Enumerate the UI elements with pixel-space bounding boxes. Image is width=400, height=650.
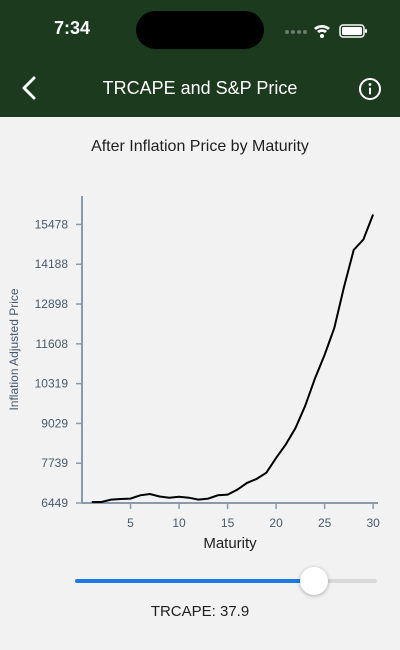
series-line [91, 214, 375, 503]
battery-icon [339, 24, 367, 38]
cellular-signal-icon [285, 30, 307, 34]
x-tick-label: 5 [127, 516, 134, 530]
y-axis-label: Inflation Adjusted Price [7, 288, 21, 410]
x-tick-label: 10 [172, 516, 186, 530]
x-axis-ticks: 5 10 15 20 25 30 [127, 503, 380, 530]
y-axis-ticks: 6449 7739 9029 10319 11608 12898 14188 15478 [35, 217, 82, 510]
chart-title: After Inflation Price by Maturity [91, 138, 309, 155]
wifi-icon [314, 24, 330, 38]
x-tick-label: 25 [318, 516, 332, 530]
page-title: TRCAPE and S&P Price [102, 78, 298, 98]
back-button[interactable] [18, 74, 42, 102]
info-button[interactable] [358, 77, 382, 101]
status-icons [284, 20, 370, 40]
dynamic-island [136, 11, 264, 49]
y-tick-label: 10319 [35, 377, 69, 391]
line-chart: 6449 7739 9029 10319 11608 12898 14188 15478 5 1… [7, 196, 380, 552]
slider-fill [75, 579, 314, 583]
slider-thumb[interactable] [300, 567, 328, 595]
status-time: 7:34 [54, 18, 91, 38]
x-tick-label: 30 [366, 516, 380, 530]
chevron-left-icon [22, 76, 36, 100]
y-tick-label: 6449 [41, 496, 68, 510]
x-tick-label: 15 [221, 516, 235, 530]
info-circle-icon [359, 78, 381, 100]
y-tick-label: 11608 [36, 337, 69, 351]
x-axis-label: Maturity [203, 535, 257, 552]
trcape-slider[interactable] [75, 566, 377, 596]
y-tick-label: 15478 [35, 217, 69, 231]
nav-header: 7:34 TRCAPE and S&P Pric [0, 0, 400, 117]
y-tick-label: 7739 [41, 456, 68, 470]
y-tick-label: 14188 [35, 257, 69, 271]
y-tick-label: 12898 [35, 297, 69, 311]
x-tick-label: 20 [269, 516, 283, 530]
trcape-value-label: TRCAPE: 37.9 [150, 603, 250, 620]
y-tick-label: 9029 [41, 416, 68, 430]
